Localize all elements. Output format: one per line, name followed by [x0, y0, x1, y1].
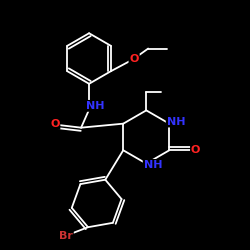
Text: NH: NH: [167, 116, 185, 126]
Text: NH: NH: [144, 160, 162, 170]
Text: O: O: [50, 119, 59, 129]
Text: NH: NH: [86, 101, 105, 111]
Text: Br: Br: [59, 231, 73, 241]
Text: O: O: [130, 54, 139, 64]
Text: O: O: [191, 145, 200, 155]
